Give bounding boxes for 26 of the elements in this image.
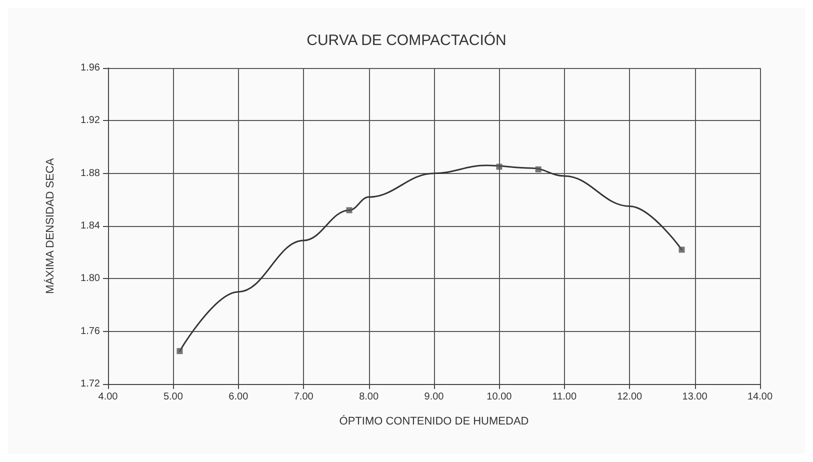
chart-title: CURVA DE COMPACTACIÓN (306, 31, 506, 49)
x-tick-label: 5.00 (163, 392, 184, 402)
point (496, 164, 502, 170)
y-axis-title: MÁXIMA DENSIDAD SECA (44, 157, 56, 294)
x-tick-label: 11.00 (552, 392, 577, 402)
x-tick-label: 4.00 (98, 392, 118, 402)
x-axis-title: ÓPTIMO CONTENIDO DE HUMEDAD (339, 414, 529, 428)
y-tick-label: 1.96 (80, 62, 100, 74)
point (535, 166, 542, 172)
point (678, 246, 685, 253)
point (346, 207, 352, 214)
y-tick-label: 1.92 (80, 115, 100, 126)
x-tick-label: 10.00 (486, 392, 512, 402)
x-tick-label: 8.00 (359, 392, 379, 402)
x-tick-label: 6.00 (228, 392, 249, 402)
x-tick-label: 14.00 (747, 392, 773, 402)
y-tick-label: 1.80 (80, 273, 100, 284)
x-tick-label: 13.00 (682, 392, 708, 402)
y-tick-label: 1.84 (80, 220, 100, 232)
point (176, 348, 183, 354)
y-tick-label: 1.76 (80, 326, 100, 337)
y-tick-label: 1.72 (80, 378, 100, 390)
x-tick-label: 9.00 (424, 392, 444, 402)
x-tick-label: 12.00 (617, 392, 643, 402)
x-tick-label: 7.00 (294, 392, 314, 402)
y-tick-label: 1.88 (80, 168, 100, 179)
